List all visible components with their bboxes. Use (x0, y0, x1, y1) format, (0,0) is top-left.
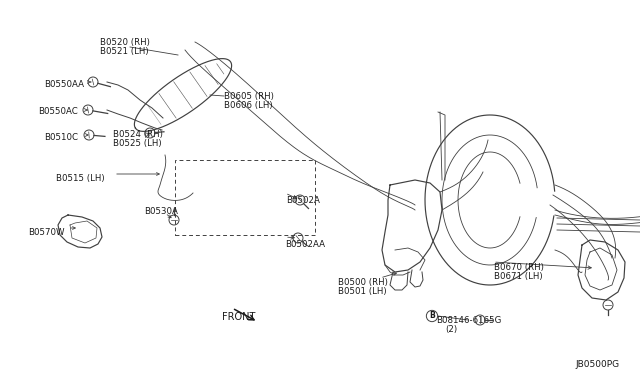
Text: B0520 (RH): B0520 (RH) (100, 38, 150, 47)
Text: B0670 (RH): B0670 (RH) (494, 263, 544, 272)
Text: B0570W: B0570W (28, 228, 65, 237)
Text: (2): (2) (445, 325, 457, 334)
Text: FRONT: FRONT (222, 312, 255, 322)
Text: B0515 (LH): B0515 (LH) (56, 174, 104, 183)
Text: B0550AA: B0550AA (44, 80, 84, 89)
Text: B0606 (LH): B0606 (LH) (224, 101, 273, 110)
Text: B: B (429, 311, 435, 321)
Text: JB0500PG: JB0500PG (575, 360, 619, 369)
Text: B08146-6165G: B08146-6165G (436, 316, 501, 325)
Text: B0501 (LH): B0501 (LH) (338, 287, 387, 296)
Text: B0521 (LH): B0521 (LH) (100, 47, 148, 56)
Text: B0525 (LH): B0525 (LH) (113, 139, 162, 148)
Text: B0500 (RH): B0500 (RH) (338, 278, 388, 287)
Text: B0502A: B0502A (286, 196, 320, 205)
Text: B0671 (LH): B0671 (LH) (494, 272, 543, 281)
Text: B0524 (RH): B0524 (RH) (113, 130, 163, 139)
Text: B0550AC: B0550AC (38, 107, 77, 116)
Text: B0502AA: B0502AA (285, 240, 325, 249)
Text: B0530A: B0530A (144, 207, 178, 216)
Bar (175, 160, 315, 235)
Text: B0605 (RH): B0605 (RH) (224, 92, 274, 101)
Text: B0510C: B0510C (44, 133, 78, 142)
